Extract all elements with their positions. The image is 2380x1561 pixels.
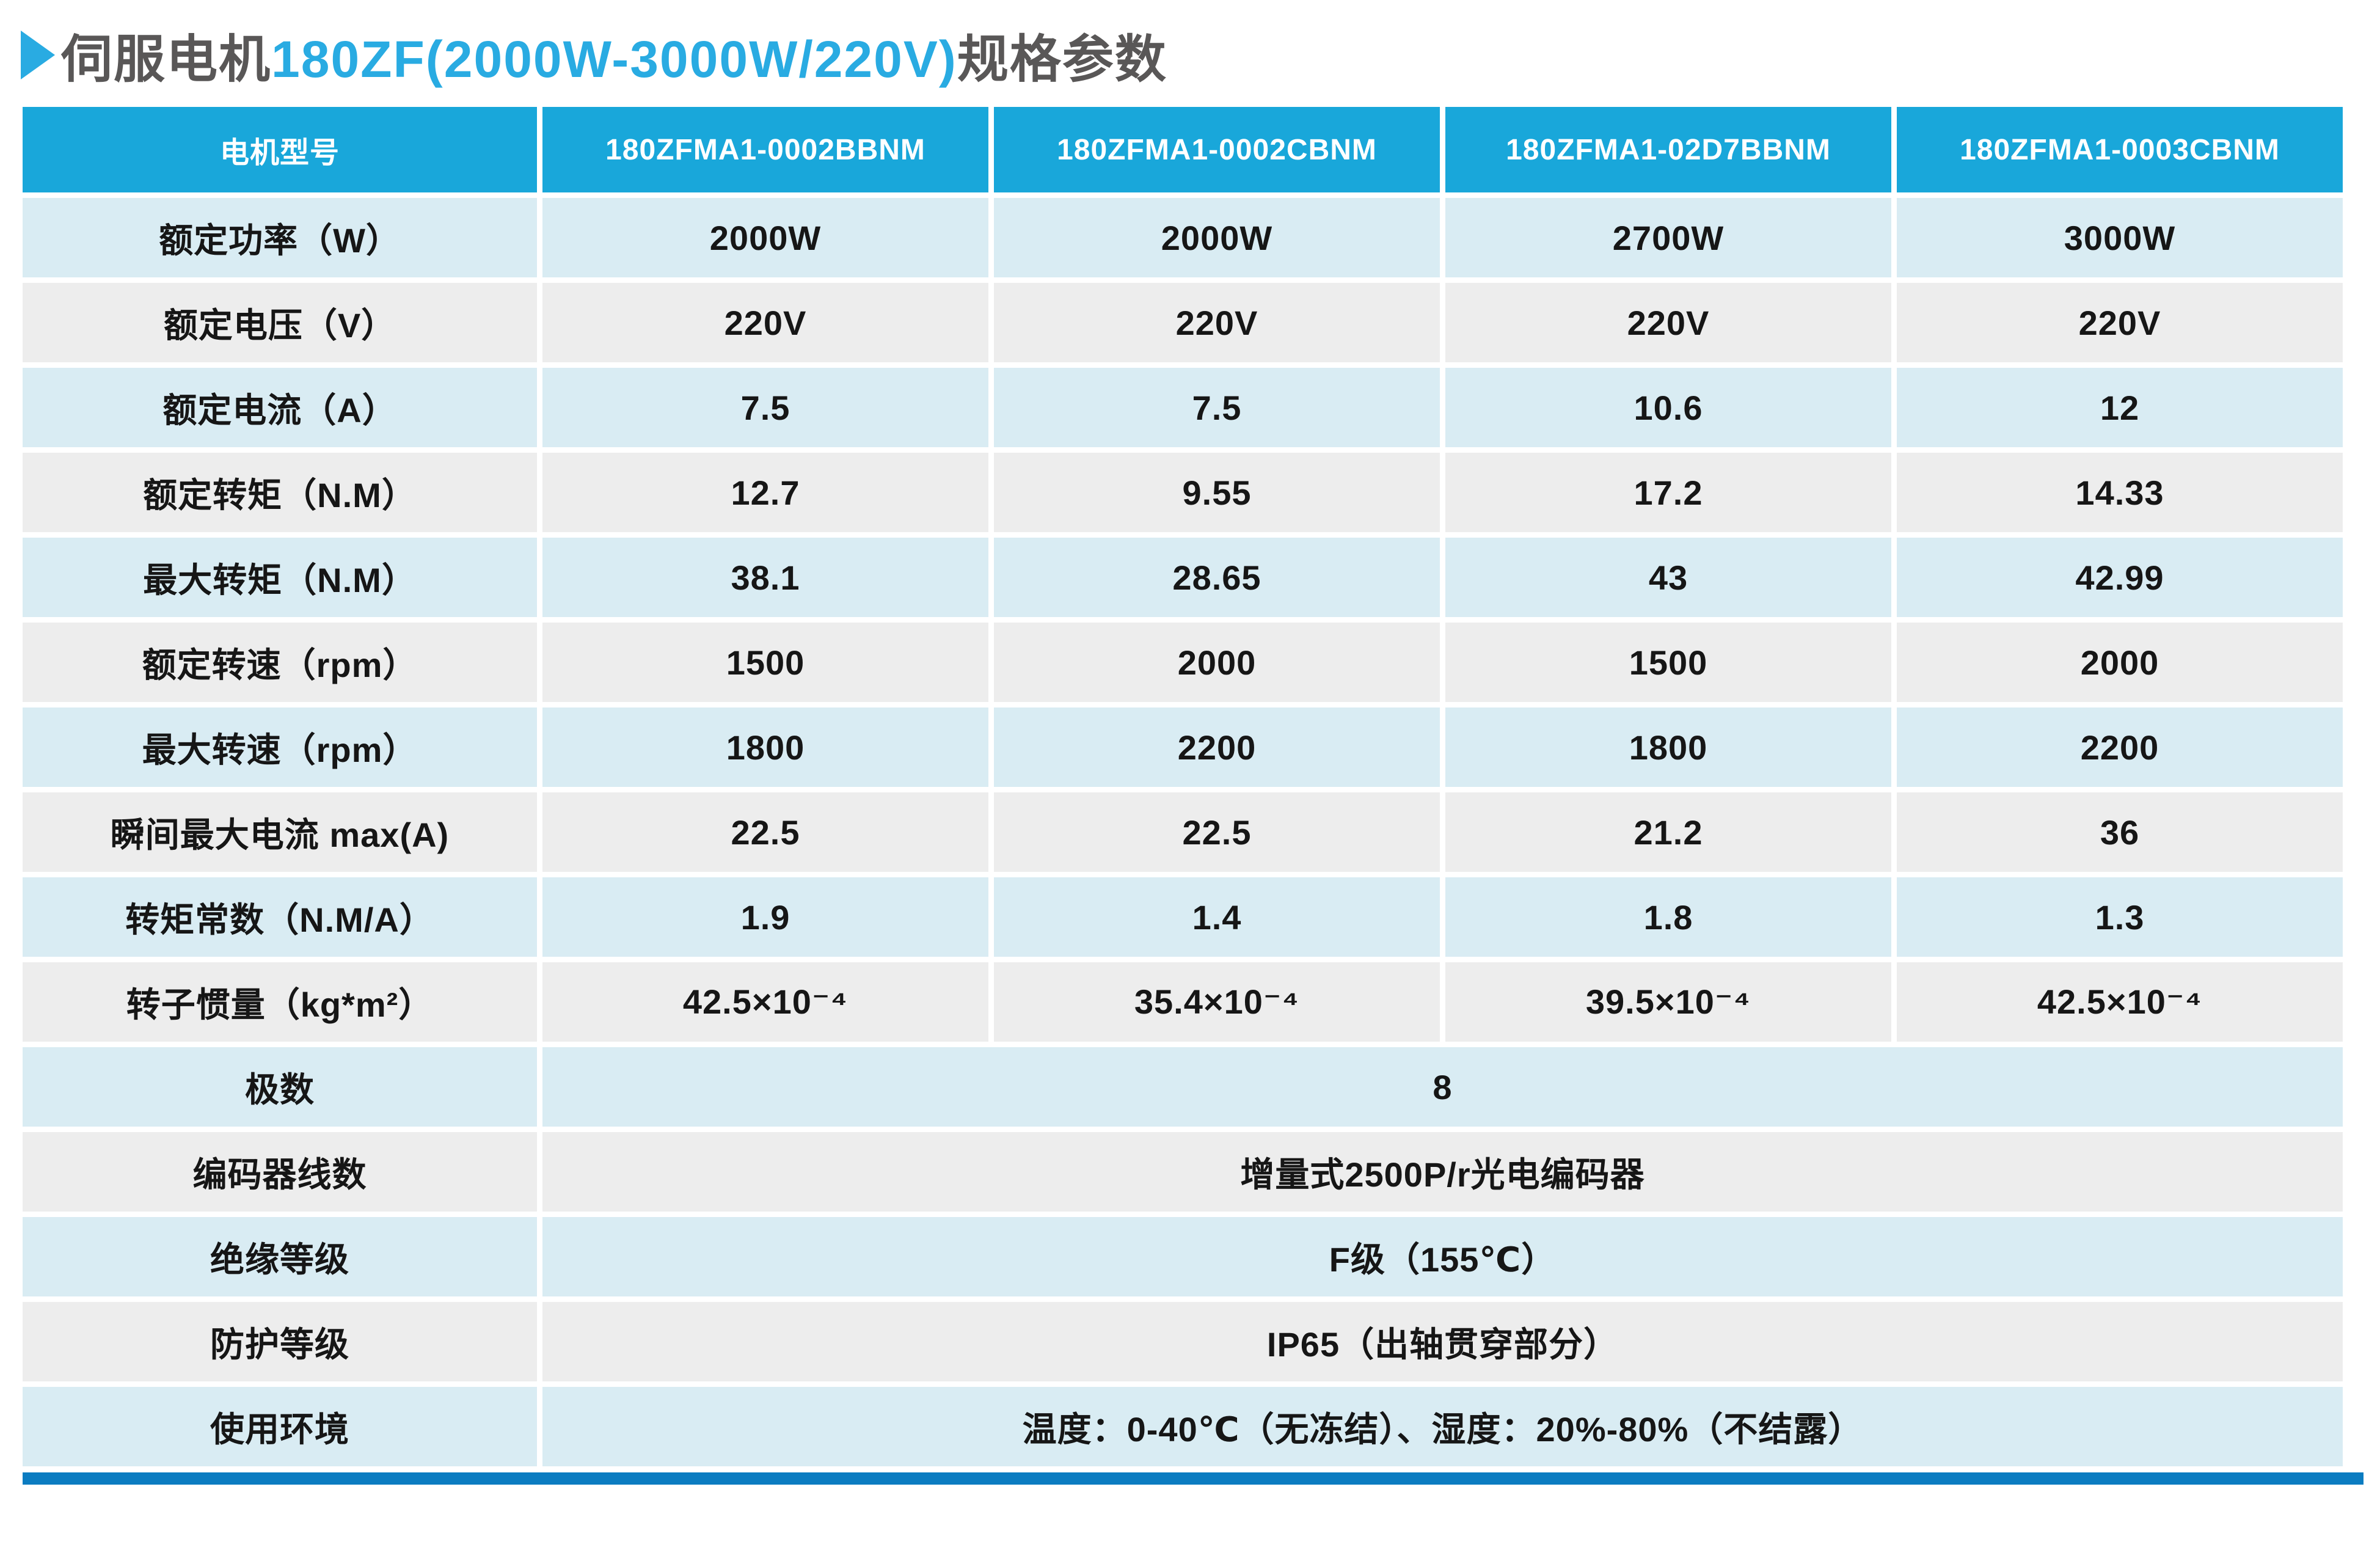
row-label: 额定转速（rpm） [23,623,537,702]
spec-cell: 1500 [1445,623,1891,702]
row-label: 绝缘等级 [23,1217,537,1296]
row-label: 额定转矩（N.M） [23,453,537,532]
spec-cell: 1.3 [1897,877,2343,957]
row-label: 最大转速（rpm） [23,707,537,787]
row-label: 额定功率（W） [23,198,537,277]
header-motor-model-label: 电机型号 [23,107,537,192]
spec-table: 电机型号 180ZFMA1-0002BBNM 180ZFMA1-0002CBNM… [17,101,2348,1472]
row-encoder-lines: 编码器线数 增量式2500P/r光电编码器 [23,1132,2343,1212]
spec-cell: 42.5×10⁻⁴ [1897,962,2343,1042]
row-instant-max-current: 瞬间最大电流 max(A) 22.5 22.5 21.2 36 [23,792,2343,872]
row-max-torque: 最大转矩（N.M） 38.1 28.65 43 42.99 [23,538,2343,617]
spec-cell-merged: F级（155℃） [542,1217,2343,1296]
spec-cell: 21.2 [1445,792,1891,872]
header-model-2: 180ZFMA1-0002CBNM [994,107,1440,192]
spec-cell: 2000 [994,623,1440,702]
row-rated-torque: 额定转矩（N.M） 12.7 9.55 17.2 14.33 [23,453,2343,532]
spec-cell: 220V [994,283,1440,362]
spec-cell: 2700W [1445,198,1891,277]
spec-cell: 9.55 [994,453,1440,532]
spec-cell: 42.5×10⁻⁴ [542,962,988,1042]
row-label: 最大转矩（N.M） [23,538,537,617]
row-label: 使用环境 [23,1387,537,1466]
spec-cell: 2200 [1897,707,2343,787]
row-label: 瞬间最大电流 max(A) [23,792,537,872]
spec-cell-merged: 温度：0-40℃（无冻结）、湿度：20%-80%（不结露） [542,1387,2343,1466]
header-model-4: 180ZFMA1-0003CBNM [1897,107,2343,192]
spec-cell: 22.5 [542,792,988,872]
header-model-3: 180ZFMA1-02D7BBNM [1445,107,1891,192]
row-label: 转矩常数（N.M/A） [23,877,537,957]
spec-cell: 7.5 [994,368,1440,447]
spec-cell: 12.7 [542,453,988,532]
spec-cell: 14.33 [1897,453,2343,532]
spec-cell: 2000 [1897,623,2343,702]
row-label: 极数 [23,1047,537,1127]
spec-cell: 39.5×10⁻⁴ [1445,962,1891,1042]
spec-cell: 1500 [542,623,988,702]
spec-cell: 28.65 [994,538,1440,617]
spec-cell: 220V [542,283,988,362]
spec-cell: 2000W [994,198,1440,277]
spec-cell: 2200 [994,707,1440,787]
spec-cell: 35.4×10⁻⁴ [994,962,1440,1042]
title-prefix: 伺服电机 [61,30,272,88]
row-operating-environment: 使用环境 温度：0-40℃（无冻结）、湿度：20%-80%（不结露） [23,1387,2343,1466]
spec-cell: 2000W [542,198,988,277]
row-rated-power: 额定功率（W） 2000W 2000W 2700W 3000W [23,198,2343,277]
page-title: 伺服电机180ZF(2000W-3000W/220V)规格参数 [0,0,2380,101]
spec-cell: 43 [1445,538,1891,617]
spec-cell: 1800 [1445,707,1891,787]
row-rated-speed: 额定转速（rpm） 1500 2000 1500 2000 [23,623,2343,702]
spec-cell: 1.4 [994,877,1440,957]
table-header-row: 电机型号 180ZFMA1-0002BBNM 180ZFMA1-0002CBNM… [23,107,2343,192]
row-label: 额定电压（V） [23,283,537,362]
table-bottom-bar [23,1472,2364,1485]
spec-cell: 10.6 [1445,368,1891,447]
spec-cell: 1.9 [542,877,988,957]
row-protection-class: 防护等级 IP65（出轴贯穿部分） [23,1302,2343,1381]
spec-cell: 220V [1897,283,2343,362]
row-label: 额定电流（A） [23,368,537,447]
row-label: 转子惯量（kg*m²） [23,962,537,1042]
spec-cell: 22.5 [994,792,1440,872]
title-model: 180ZF(2000W-3000W/220V) [271,30,957,88]
spec-cell: 7.5 [542,368,988,447]
spec-cell: 12 [1897,368,2343,447]
spec-cell: 1.8 [1445,877,1891,957]
title-play-triangle-icon [21,31,55,79]
spec-cell: 17.2 [1445,453,1891,532]
row-rated-current: 额定电流（A） 7.5 7.5 10.6 12 [23,368,2343,447]
spec-cell: 42.99 [1897,538,2343,617]
row-label: 编码器线数 [23,1132,537,1212]
spec-cell-merged: IP65（出轴贯穿部分） [542,1302,2343,1381]
header-model-1: 180ZFMA1-0002BBNM [542,107,988,192]
row-max-speed: 最大转速（rpm） 1800 2200 1800 2200 [23,707,2343,787]
spec-cell: 3000W [1897,198,2343,277]
spec-cell: 36 [1897,792,2343,872]
row-rated-voltage: 额定电压（V） 220V 220V 220V 220V [23,283,2343,362]
row-label: 防护等级 [23,1302,537,1381]
spec-cell-merged: 增量式2500P/r光电编码器 [542,1132,2343,1212]
spec-cell: 1800 [542,707,988,787]
row-torque-constant: 转矩常数（N.M/A） 1.9 1.4 1.8 1.3 [23,877,2343,957]
spec-cell: 220V [1445,283,1891,362]
row-rotor-inertia: 转子惯量（kg*m²） 42.5×10⁻⁴ 35.4×10⁻⁴ 39.5×10⁻… [23,962,2343,1042]
spec-cell: 38.1 [542,538,988,617]
row-insulation-class: 绝缘等级 F级（155℃） [23,1217,2343,1296]
spec-cell-merged: 8 [542,1047,2343,1127]
title-suffix: 规格参数 [957,30,1167,88]
row-pole-count: 极数 8 [23,1047,2343,1127]
